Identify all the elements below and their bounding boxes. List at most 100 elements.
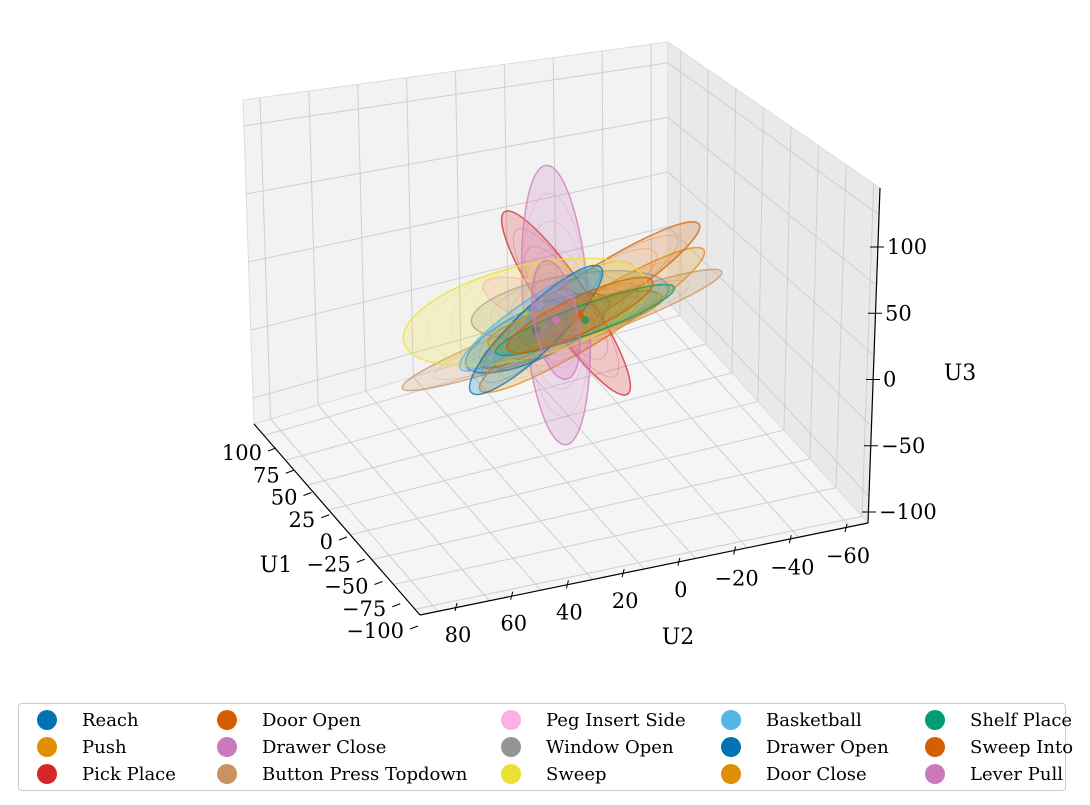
grid-line [603, 320, 799, 538]
y-tick-label: 80 [445, 623, 472, 647]
series-center-point [552, 316, 560, 324]
legend-label: Basketball [766, 709, 862, 731]
legend-marker [721, 710, 741, 730]
legend-item: Basketball [721, 709, 862, 731]
y-tick-label: −20 [714, 567, 758, 591]
z-tick-label: −50 [881, 434, 925, 458]
axis-lines [253, 187, 881, 616]
grid-line [285, 343, 707, 461]
legend-item: Push [37, 736, 127, 758]
grid-line [413, 376, 593, 580]
ellipse-mesh [472, 277, 588, 363]
legend-label: Window Open [546, 736, 674, 758]
legend-item: Drawer Close [217, 736, 386, 758]
x-tick-mark [374, 581, 383, 585]
y-tick-label: 40 [556, 600, 583, 624]
grid-line [246, 116, 669, 195]
legend-item: Lever Pull [925, 763, 1063, 785]
y-tick-mark [510, 591, 514, 600]
grid-line [667, 280, 870, 497]
series-center-point [536, 301, 544, 309]
z-axis-line [867, 187, 881, 524]
x-tick-mark [392, 603, 401, 608]
legend-label: Door Open [262, 709, 361, 731]
legend-marker [721, 737, 741, 757]
series-ellipse [531, 260, 581, 380]
legend-item: Sweep [501, 763, 607, 785]
y-axis-label: U2 [662, 625, 695, 650]
grid-line [252, 280, 669, 399]
grid-line [317, 404, 490, 602]
ellipse-mesh [533, 307, 579, 333]
x-tick-mark [321, 514, 330, 519]
legend-marker [925, 764, 945, 784]
legend-marker [925, 737, 945, 757]
y-tick-mark [565, 580, 569, 589]
ellipse-mesh [499, 295, 561, 345]
grid-line [371, 458, 811, 561]
series-center-point [571, 316, 579, 324]
grid-lines [243, 44, 880, 612]
y-tick-mark [733, 546, 737, 555]
x-tick-label: 75 [253, 463, 280, 487]
z-tick-label: −100 [879, 500, 937, 524]
ellipse-mesh [510, 273, 630, 337]
legend-item: Window Open [501, 736, 674, 758]
ellipse-mesh [521, 283, 639, 347]
x-tick-label: 0 [320, 530, 333, 554]
grid-line [270, 418, 439, 612]
legend-label: Pick Place [82, 763, 176, 785]
grid-line [306, 372, 733, 486]
ellipse-mesh [426, 260, 624, 364]
grid-line [651, 306, 851, 528]
x-tick-label: −25 [306, 552, 350, 576]
ellipse-mesh [512, 290, 658, 350]
legend-label: Sweep Into [970, 736, 1074, 758]
legend-marker [37, 764, 57, 784]
legend-label: Reach [82, 709, 139, 731]
legend-item: Sweep Into [925, 736, 1073, 758]
grid-line [414, 515, 863, 610]
grid-line [667, 62, 880, 216]
legend-marker [501, 710, 521, 730]
ellipse-mesh [533, 283, 579, 357]
z-tick-label: 50 [885, 301, 912, 325]
legend-label: Lever Pull [970, 763, 1063, 785]
legend-item: Shelf Place [925, 709, 1072, 731]
y-tick-mark [844, 523, 848, 533]
z-axis-label: U3 [944, 361, 977, 386]
y-tick-label: 0 [674, 578, 687, 602]
grid-line [250, 226, 669, 331]
ellipse-mesh [497, 266, 553, 358]
legend-label: Sweep [546, 763, 607, 785]
grid-line [365, 390, 542, 591]
legend-marker [217, 764, 237, 784]
legend-marker [501, 737, 521, 757]
grid-line [243, 62, 669, 127]
x-tick-mark [267, 447, 277, 452]
legend-marker [217, 737, 237, 757]
x-tick-label: −50 [324, 575, 368, 599]
legend-label: Door Close [766, 763, 867, 785]
legend-item: Pick Place [37, 763, 176, 785]
ellipse-mesh [566, 304, 604, 336]
y-tick-mark [454, 602, 458, 612]
ellipse-mesh [563, 296, 597, 334]
y-tick-label: −60 [826, 544, 870, 568]
legend-item: Drawer Open [721, 736, 889, 758]
y-tick-label: 60 [500, 612, 527, 636]
legend-item: Peg Insert Side [501, 709, 686, 731]
x-tick-mark [285, 469, 294, 474]
x-tick-label: 50 [271, 486, 298, 510]
ellipse-mesh [533, 295, 579, 345]
legend-marker [37, 737, 57, 757]
legend-item: Door Close [721, 763, 867, 785]
legend-label: Drawer Open [766, 736, 889, 758]
y-tick-mark [677, 557, 681, 566]
y-tick-label: 20 [612, 589, 639, 613]
series-center-point [521, 308, 529, 316]
y-tick-mark [788, 535, 792, 544]
series-center-point [581, 316, 589, 324]
